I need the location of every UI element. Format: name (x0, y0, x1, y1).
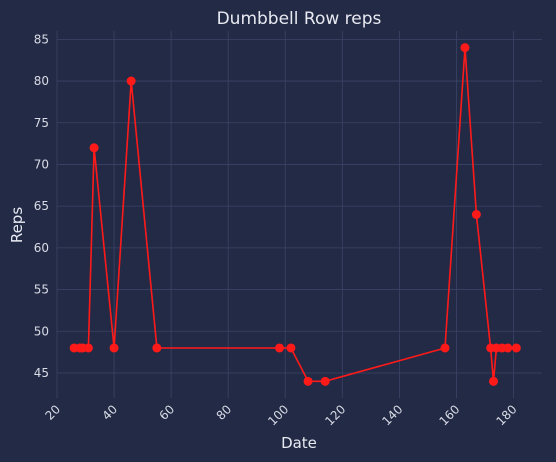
plot-area (57, 31, 542, 398)
x-axis-label: Date (281, 434, 317, 452)
data-point (489, 376, 498, 386)
chart-title: Dumbbell Row reps (217, 9, 382, 29)
series-group (69, 43, 521, 386)
x-tick-label: 120 (322, 402, 348, 428)
x-ticks: 20 40 60 80 100 120 140 160 180 (42, 402, 519, 428)
y-tick-label: 80 (34, 74, 49, 88)
x-tick-label: 60 (157, 402, 178, 423)
data-point (286, 343, 296, 353)
x-tick-label: 20 (42, 402, 63, 423)
y-axis-label: Reps (8, 207, 26, 243)
x-tick-label: 160 (436, 402, 462, 428)
y-tick-label: 55 (34, 283, 49, 297)
data-point (89, 143, 99, 153)
data-point (126, 76, 136, 86)
data-point (503, 343, 513, 353)
data-point (152, 343, 162, 353)
x-tick-label: 180 (493, 402, 519, 428)
y-ticks: 45 50 55 60 65 70 75 80 85 (34, 32, 49, 380)
data-point (440, 343, 450, 353)
data-point (460, 43, 470, 53)
data-point (83, 343, 93, 353)
x-tick-label: 140 (379, 402, 405, 428)
grid (56, 31, 542, 398)
y-tick-label: 85 (34, 32, 49, 46)
y-tick-label: 70 (34, 157, 49, 171)
x-tick-label: 100 (265, 402, 291, 428)
x-tick-label: 40 (99, 402, 120, 423)
data-point (471, 210, 481, 219)
data-point (303, 376, 313, 386)
data-point (320, 376, 330, 386)
y-tick-label: 75 (34, 116, 49, 130)
y-tick-label: 65 (34, 199, 49, 213)
y-tick-label: 45 (34, 366, 49, 380)
data-point (275, 343, 285, 353)
y-tick-label: 60 (34, 241, 49, 255)
y-tick-label: 50 (34, 324, 49, 338)
data-point (109, 343, 119, 353)
x-tick-label: 80 (214, 402, 235, 423)
data-point (511, 343, 521, 353)
